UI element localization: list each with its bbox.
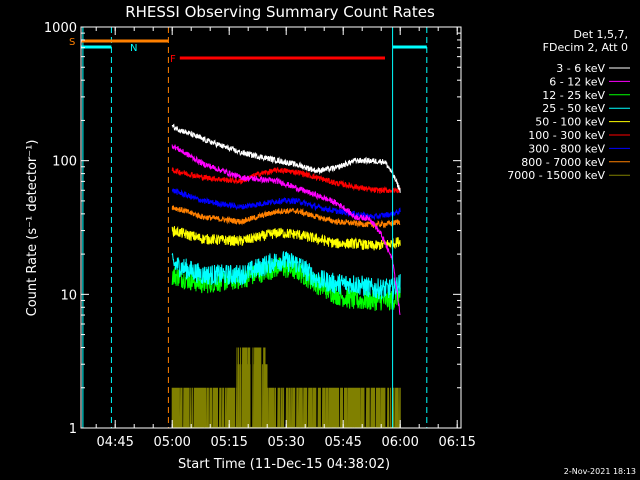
series-100-300-kev [171, 167, 401, 195]
flag-label-f: F [170, 54, 176, 65]
x-axis-label: Start Time (11-Dec-15 04:38:02) [178, 457, 390, 472]
x-tick-label: 05:00 [153, 435, 190, 450]
y-tick-label: 10 [60, 288, 77, 303]
plot-frame [80, 26, 462, 429]
y-axis-label: Count Rate (s⁻¹ detector⁻¹) [25, 140, 40, 317]
legend-label-100-300-kev: 100 - 300 keV [528, 129, 605, 142]
legend-title-line-1: Det 1,5,7, [573, 28, 628, 41]
legend-label-12-25-kev: 12 - 25 keV [542, 89, 605, 102]
legend-title-line-2: FDecim 2, Att 0 [543, 41, 628, 54]
series-50-100-kev [171, 225, 401, 251]
series-300-800-kev [171, 188, 401, 221]
chart-title: RHESSI Observing Summary Count Rates [125, 3, 435, 21]
flags-layer [81, 27, 428, 428]
axis-ticks: S N F 04:45 05:00 05:15 05:30 05:45 06:00 06:15 1 1… [44, 21, 476, 450]
legend-label-7000-15000-kev: 7000 - 15000 keV [507, 169, 605, 182]
x-tick-label: 05:15 [210, 435, 247, 450]
legend-label-25-50-kev: 25 - 50 keV [542, 102, 605, 115]
flag-label-s: S [69, 37, 75, 48]
series-12-25-kev [171, 257, 401, 311]
x-tick-label: 06:00 [381, 435, 418, 450]
series-800-7000-kev [171, 204, 401, 229]
x-tick-label: 05:30 [267, 435, 304, 450]
series-3-6-kev [171, 123, 401, 193]
y-tick-label: 100 [52, 155, 77, 170]
footer-date: 2-Nov-2021 18:13 [564, 467, 636, 476]
legend-label-6-12-kev: 6 - 12 keV [549, 75, 605, 88]
x-tick-label: 04:45 [96, 435, 133, 450]
series-6-12-kev [171, 144, 401, 316]
series-25-50-kev [171, 250, 401, 300]
legend-label-50-100-kev: 50 - 100 keV [535, 116, 605, 129]
x-tick-label: 05:45 [324, 435, 361, 450]
flag-label-n: N [130, 43, 137, 54]
series-layer [171, 123, 401, 428]
y-tick-label: 1 [69, 422, 77, 437]
x-tick-label: 06:15 [438, 435, 475, 450]
legend-label-800-7000-kev: 800 - 7000 keV [521, 156, 605, 169]
plot-area [80, 26, 462, 429]
legend-label-300-800-kev: 300 - 800 keV [528, 142, 605, 155]
y-tick-label: 1000 [44, 21, 77, 36]
legend-label-3-6-kev: 3 - 6 keV [556, 62, 605, 75]
